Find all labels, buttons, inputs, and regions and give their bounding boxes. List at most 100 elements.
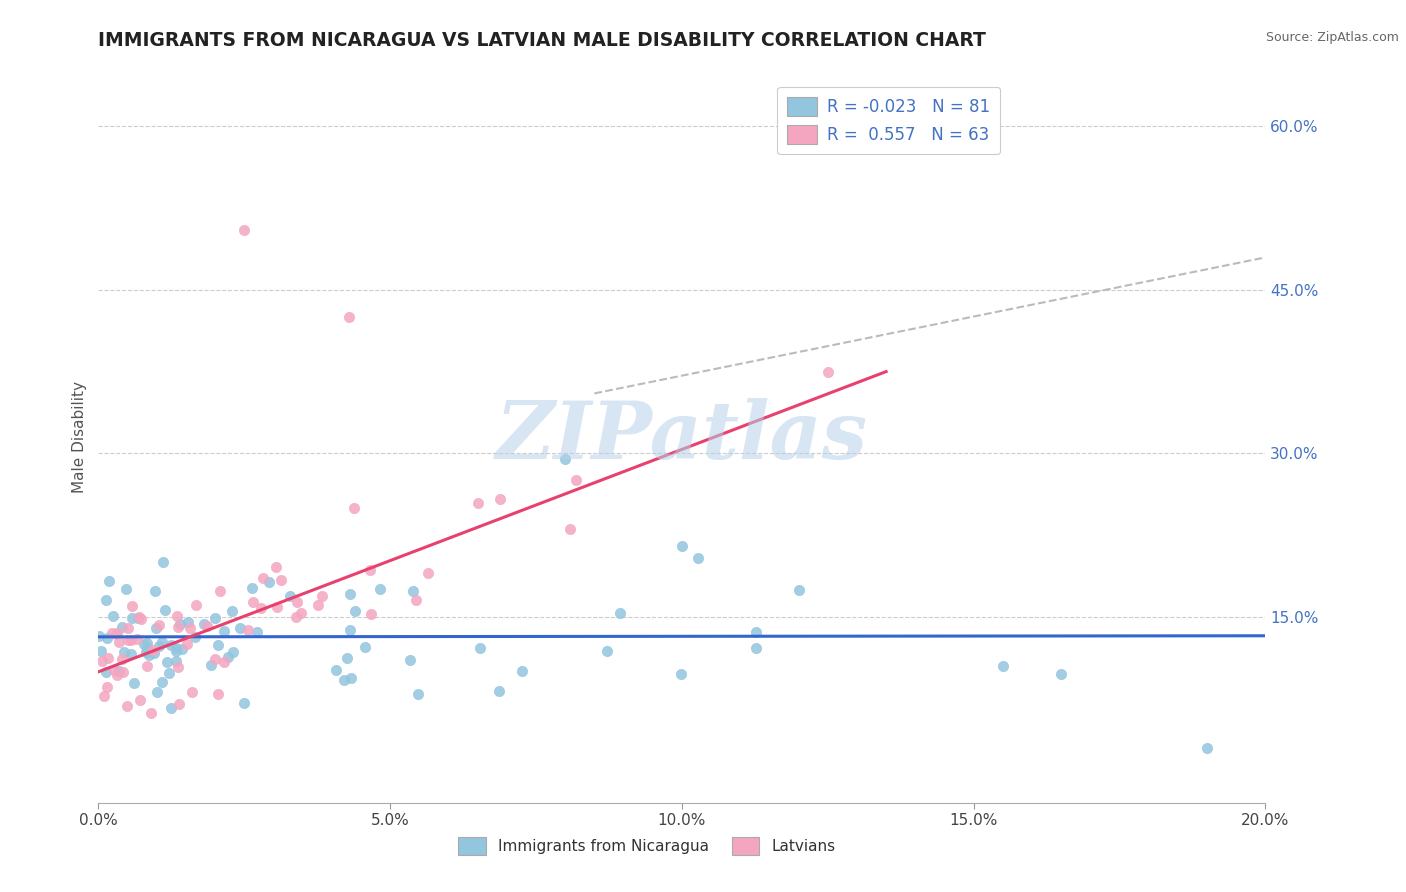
Point xyxy=(153,603,176,617)
Point xyxy=(181,685,204,699)
Point xyxy=(399,653,422,667)
Point xyxy=(307,599,329,613)
Point xyxy=(150,634,173,648)
Point xyxy=(125,632,148,646)
Point xyxy=(565,473,588,487)
Point xyxy=(134,637,156,651)
Point xyxy=(489,491,512,506)
Point xyxy=(117,621,139,635)
Point xyxy=(1050,667,1073,681)
Point xyxy=(285,595,308,609)
Text: IMMIGRANTS FROM NICARAGUA VS LATVIAN MALE DISABILITY CORRELATION CHART: IMMIGRANTS FROM NICARAGUA VS LATVIAN MAL… xyxy=(98,31,986,50)
Point xyxy=(217,650,239,665)
Point xyxy=(222,645,245,659)
Point xyxy=(416,566,439,580)
Point xyxy=(120,633,142,648)
Point xyxy=(97,574,120,589)
Point xyxy=(270,573,292,587)
Point xyxy=(121,599,143,613)
Point xyxy=(339,623,361,637)
Point xyxy=(468,641,491,656)
Point xyxy=(110,652,132,666)
Point xyxy=(184,631,207,645)
Point xyxy=(204,652,226,666)
Point xyxy=(139,706,162,720)
Point xyxy=(336,650,359,665)
Point xyxy=(177,615,200,629)
Point xyxy=(148,639,170,653)
Point xyxy=(166,644,188,658)
Point xyxy=(686,551,709,566)
Point xyxy=(152,555,174,569)
Point xyxy=(165,640,187,655)
Point xyxy=(339,587,361,601)
Point xyxy=(787,582,810,597)
Point xyxy=(129,612,152,626)
Y-axis label: Male Disability: Male Disability xyxy=(72,381,87,493)
Point xyxy=(136,641,159,656)
Point xyxy=(596,644,619,658)
Point xyxy=(359,562,381,576)
Point xyxy=(108,665,131,679)
Point xyxy=(107,635,129,649)
Point xyxy=(554,451,576,466)
Point xyxy=(105,626,128,640)
Point xyxy=(233,697,256,711)
Point xyxy=(212,624,235,638)
Point xyxy=(104,626,127,640)
Point xyxy=(96,592,118,607)
Point xyxy=(142,643,165,657)
Point xyxy=(87,629,110,643)
Point xyxy=(135,645,157,659)
Point xyxy=(165,654,187,668)
Point xyxy=(176,637,198,651)
Point xyxy=(671,539,693,553)
Point xyxy=(94,665,117,680)
Point xyxy=(207,638,229,652)
Point xyxy=(105,668,128,682)
Point xyxy=(179,622,201,636)
Point xyxy=(278,589,301,603)
Point xyxy=(212,655,235,669)
Point xyxy=(120,647,142,661)
Point xyxy=(344,604,367,618)
Point xyxy=(249,600,271,615)
Point xyxy=(560,522,582,536)
Point xyxy=(337,310,360,324)
Point xyxy=(166,609,188,624)
Point xyxy=(368,582,391,596)
Point xyxy=(96,681,118,695)
Point xyxy=(169,697,191,711)
Point xyxy=(669,666,692,681)
Point xyxy=(340,671,363,685)
Point xyxy=(90,644,112,658)
Point xyxy=(405,593,427,607)
Point xyxy=(252,571,274,585)
Point xyxy=(166,659,188,673)
Point xyxy=(160,701,183,715)
Point xyxy=(111,620,134,634)
Point xyxy=(101,626,124,640)
Point xyxy=(103,664,125,678)
Point xyxy=(259,574,281,589)
Point xyxy=(609,606,631,620)
Point xyxy=(112,665,135,680)
Point xyxy=(343,501,366,516)
Point xyxy=(467,496,489,510)
Point xyxy=(155,655,177,669)
Point xyxy=(195,619,218,633)
Point xyxy=(745,625,768,640)
Point xyxy=(115,582,138,596)
Point xyxy=(354,640,377,655)
Point xyxy=(488,684,510,698)
Point xyxy=(145,621,167,635)
Point xyxy=(200,657,222,672)
Point xyxy=(97,651,120,665)
Point xyxy=(93,689,115,703)
Point xyxy=(242,594,264,608)
Point xyxy=(157,666,180,681)
Point xyxy=(311,590,333,604)
Point xyxy=(96,631,118,645)
Point xyxy=(91,654,114,668)
Point xyxy=(143,584,166,599)
